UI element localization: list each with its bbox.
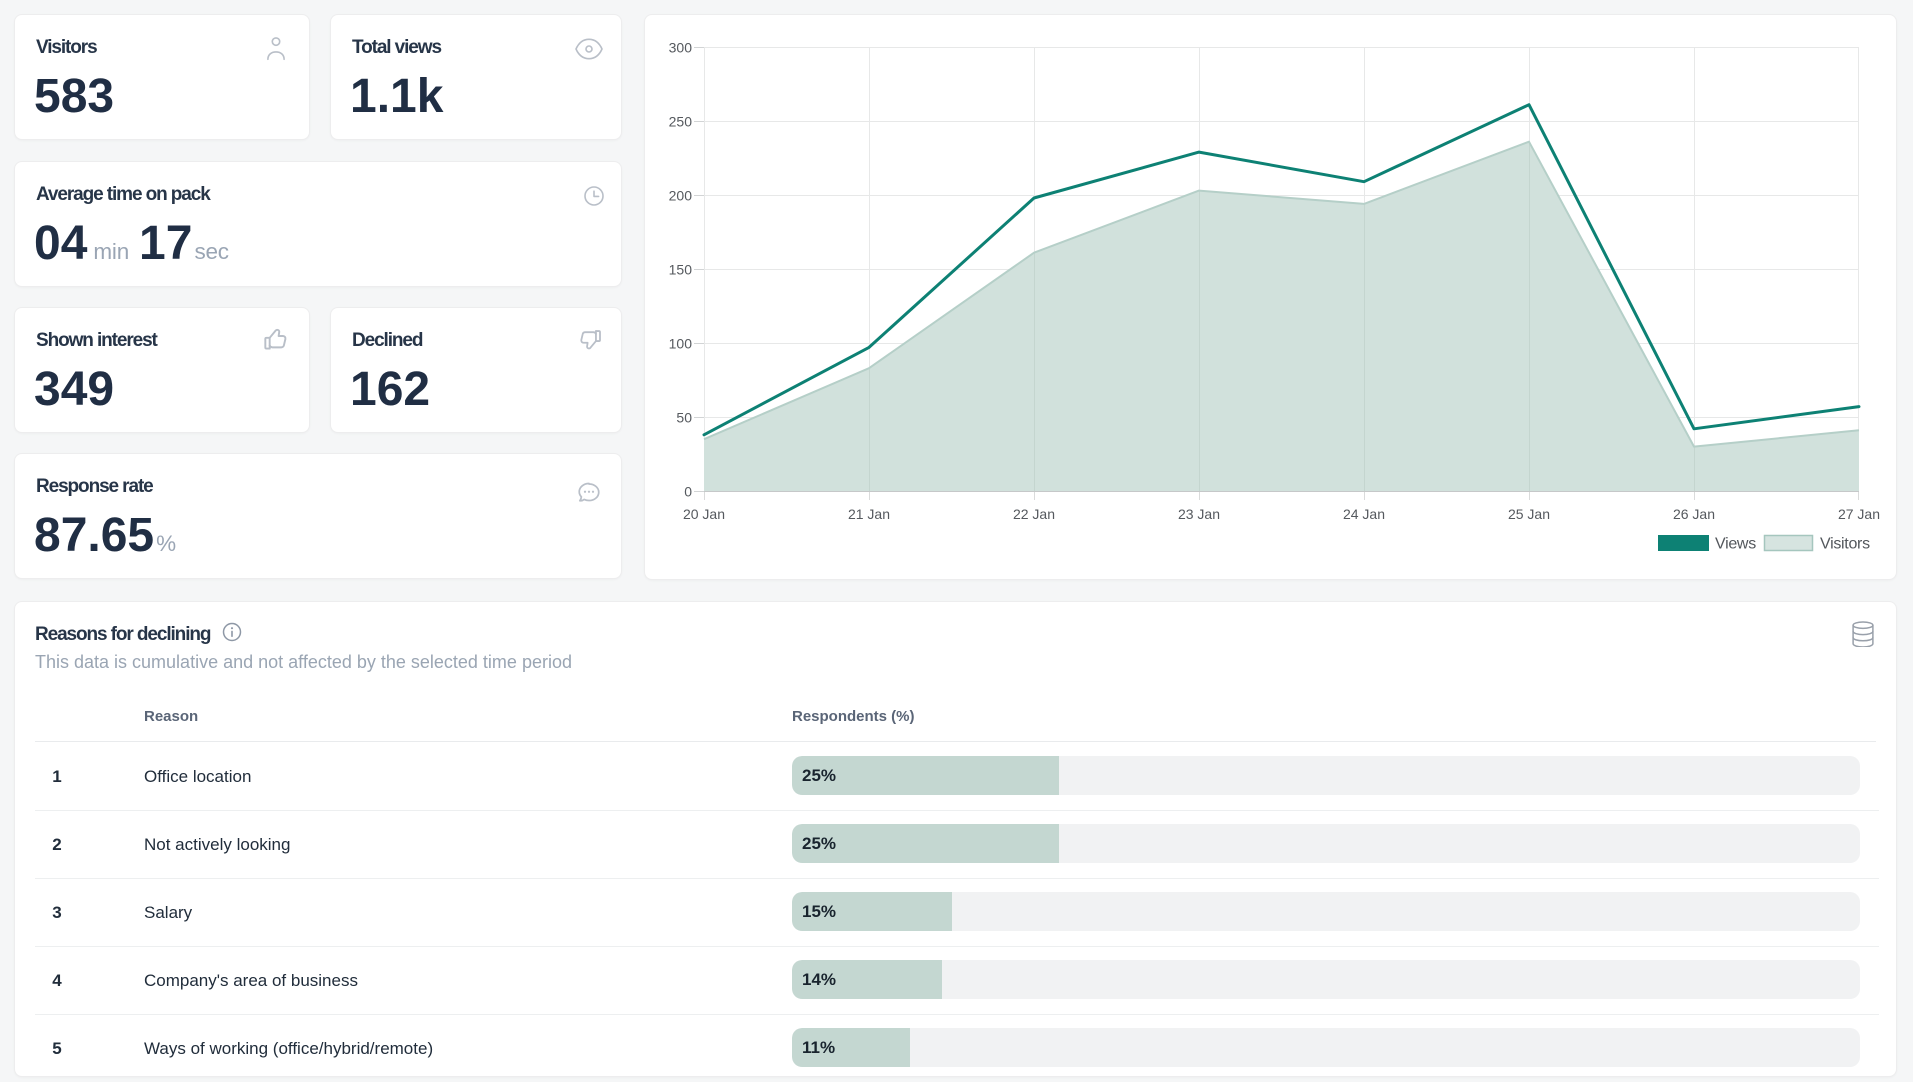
svg-text:250: 250 [669,114,693,130]
svg-text:0: 0 [684,484,692,500]
svg-text:27 Jan: 27 Jan [1838,506,1880,522]
svg-text:Visitors: Visitors [1820,536,1870,553]
svg-text:150: 150 [669,262,693,278]
svg-text:20 Jan: 20 Jan [683,506,725,522]
svg-text:26 Jan: 26 Jan [1673,506,1715,522]
svg-text:100: 100 [669,336,693,352]
svg-text:50: 50 [676,410,692,426]
svg-text:25 Jan: 25 Jan [1508,506,1550,522]
svg-text:200: 200 [669,188,693,204]
svg-text:Views: Views [1715,536,1756,553]
svg-text:23 Jan: 23 Jan [1178,506,1220,522]
svg-text:24 Jan: 24 Jan [1343,506,1385,522]
svg-text:300: 300 [669,40,693,56]
svg-text:22 Jan: 22 Jan [1013,506,1055,522]
svg-text:21 Jan: 21 Jan [848,506,890,522]
